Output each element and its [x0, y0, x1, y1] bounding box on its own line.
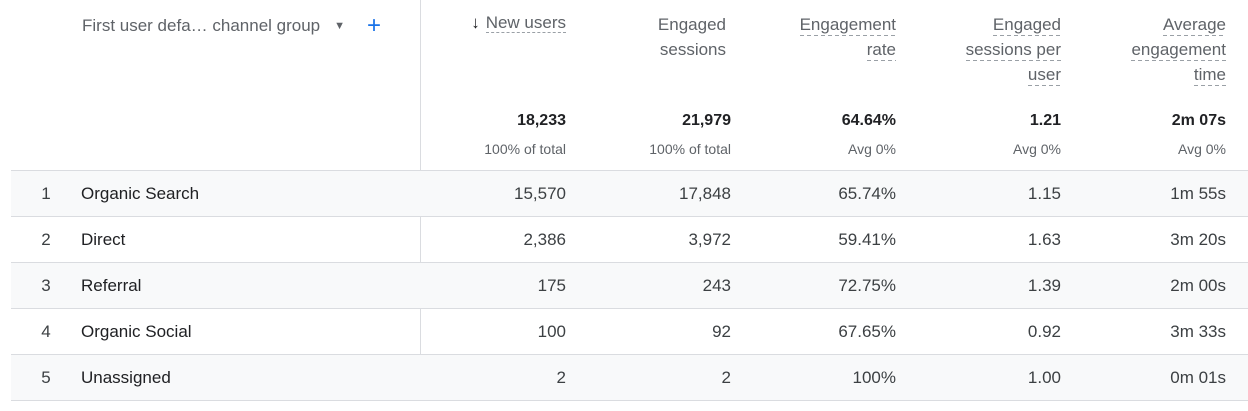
row-dimension-value: Direct: [81, 230, 126, 249]
cell-engaged-sessions: 92: [712, 322, 731, 341]
cell-average-engagement-time: 3m 20s: [1170, 230, 1226, 249]
cell-engaged-sessions-per-user: 0.92: [1027, 322, 1061, 341]
add-dimension-icon[interactable]: +: [367, 12, 382, 39]
caret-down-icon[interactable]: ▼: [334, 20, 346, 32]
cell-engaged-sessions-per-user: 1.00: [1027, 368, 1061, 387]
cell-engaged-sessions: 243: [702, 276, 731, 295]
row-dimension-value: Organic Search: [81, 184, 200, 203]
total-engaged-sessions: 21,979: [682, 112, 731, 129]
cell-engagement-rate: 59.41%: [838, 230, 896, 249]
cell-engagement-rate: 67.65%: [838, 322, 896, 341]
table-row[interactable]: 5 Unassigned 2 2 100% 1.00 0m 01s: [11, 354, 1248, 401]
cell-engaged-sessions: 3,972: [688, 230, 731, 249]
row-rank: 1: [41, 184, 51, 203]
total-engaged-sessions-per-user: 1.21: [1029, 112, 1061, 129]
row-rank: 5: [41, 368, 51, 387]
cell-new-users: 175: [537, 276, 566, 295]
column-header-engaged-sessions[interactable]: Engaged sessions: [657, 15, 726, 61]
cell-new-users: 2: [556, 368, 566, 387]
total-engagement-rate: 64.64%: [841, 112, 896, 129]
total-subtext: 100% of total: [649, 141, 731, 157]
sort-arrow-down-icon: ↓: [471, 13, 480, 32]
total-subtext: Avg 0%: [1178, 141, 1226, 157]
table-row[interactable]: 3 Referral 175 243 72.75% 1.39 2m 00s: [11, 262, 1248, 308]
row-rank: 4: [41, 322, 51, 341]
column-header-average-engagement-time[interactable]: Average engagement time: [1131, 15, 1226, 86]
report-table: First user defa… channel group ▼ + ↓ New …: [11, 0, 1248, 401]
cell-engaged-sessions: 17,848: [679, 184, 731, 203]
total-new-users: 18,233: [517, 112, 566, 129]
row-dimension-value: Unassigned: [81, 368, 171, 387]
cell-engagement-rate: 100%: [852, 368, 896, 387]
column-header-new-users[interactable]: ↓ New users: [416, 10, 566, 35]
cell-new-users: 100: [537, 322, 566, 341]
total-subtext: Avg 0%: [848, 141, 896, 157]
total-average-engagement-time: 2m 07s: [1171, 112, 1226, 129]
cell-average-engagement-time: 0m 01s: [1170, 368, 1226, 387]
table-header: First user defa… channel group ▼ + ↓ New …: [11, 0, 1248, 170]
cell-engagement-rate: 65.74%: [838, 184, 896, 203]
row-rank: 2: [41, 230, 51, 249]
row-rank: 3: [41, 276, 51, 295]
cell-new-users: 15,570: [514, 184, 566, 203]
cell-average-engagement-time: 3m 33s: [1170, 322, 1226, 341]
dimension-selector[interactable]: First user defa… channel group ▼ +: [82, 14, 381, 38]
cell-engagement-rate: 72.75%: [838, 276, 896, 295]
cell-engaged-sessions-per-user: 1.15: [1027, 184, 1061, 203]
column-header-engaged-sessions-per-user[interactable]: Engaged sessions per user: [965, 15, 1061, 86]
total-subtext: Avg 0%: [1013, 141, 1061, 157]
cell-new-users: 2,386: [523, 230, 566, 249]
cell-engaged-sessions-per-user: 1.39: [1027, 276, 1061, 295]
table-row[interactable]: 1 Organic Search 15,570 17,848 65.74% 1.…: [11, 170, 1248, 216]
dimension-header-label[interactable]: First user defa… channel group: [82, 16, 321, 35]
total-subtext: 100% of total: [484, 141, 566, 157]
cell-engaged-sessions-per-user: 1.63: [1027, 230, 1061, 249]
table-row[interactable]: 2 Direct 2,386 3,972 59.41% 1.63 3m 20s: [11, 216, 1248, 262]
cell-engaged-sessions: 2: [721, 368, 731, 387]
table-row[interactable]: 4 Organic Social 100 92 67.65% 0.92 3m 3…: [11, 308, 1248, 354]
column-header-engagement-rate[interactable]: Engagement rate: [799, 15, 896, 61]
cell-average-engagement-time: 1m 55s: [1170, 184, 1226, 203]
row-dimension-value: Referral: [81, 276, 142, 295]
row-dimension-value: Organic Social: [81, 322, 192, 341]
cell-average-engagement-time: 2m 00s: [1170, 276, 1226, 295]
